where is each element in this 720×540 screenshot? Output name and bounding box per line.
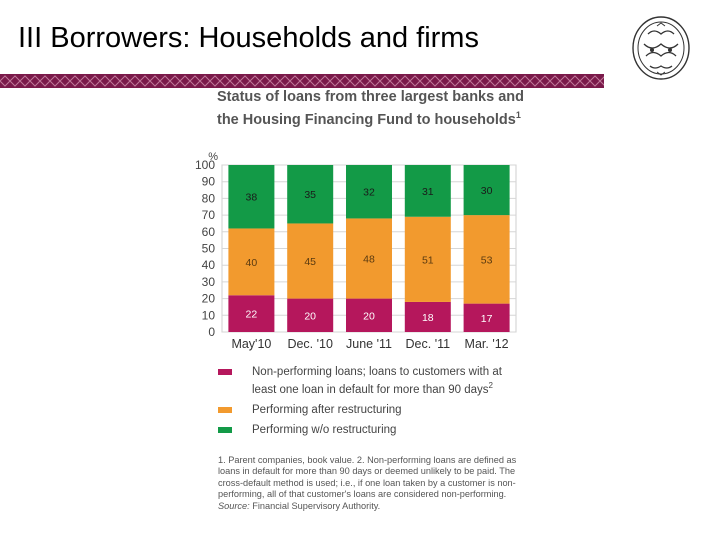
data-label-npl: 17	[481, 313, 493, 325]
legend-label-restructured: Performing after restructuring	[252, 403, 402, 416]
chart-footnote: 1. Parent companies, book value. 2. Non-…	[218, 455, 518, 512]
bar-restructured	[463, 215, 510, 304]
chart-canvas: 0 10 20 30 40 50 60 70 80 90 100% 22 40 38 May'10 20 45 3…	[195, 151, 517, 351]
legend-label-npl-line2: least one loan in default for more than …	[252, 383, 489, 396]
footnote-text: 1. Parent companies, book value. 2. Non-…	[218, 455, 517, 500]
data-label-npl: 20	[363, 310, 375, 322]
chart-title-line2-text: the Housing Financing Fund to households	[217, 111, 516, 128]
bar-restructured	[346, 218, 392, 299]
footnote-source-label: Source:	[218, 500, 250, 511]
legend-swatch-norestructure	[218, 426, 232, 433]
legend-item-npl: Non-performing loans; loans to customers…	[218, 366, 548, 397]
title-divider	[0, 74, 604, 88]
y-tick-label: 100	[195, 158, 215, 172]
chart-title: Status of loans from three largest banks…	[217, 88, 524, 129]
chart-title-note: 1	[515, 110, 521, 120]
legend-swatch-npl	[218, 369, 232, 375]
footnote-source-text: Financial Supervisory Authority.	[252, 500, 381, 511]
bar-npl	[287, 298, 334, 332]
chart-title-line2: the Housing Financing Fund to households…	[217, 106, 524, 129]
x-tick-label: Dec. '11	[406, 337, 451, 351]
y-tick-label: 30	[202, 275, 216, 289]
bar-npl	[346, 298, 392, 332]
bar-npl	[404, 301, 451, 332]
x-tick-label: Mar. '12	[465, 337, 509, 351]
bar-restructured	[228, 228, 275, 296]
legend-note-npl: 2	[488, 381, 493, 390]
y-tick-label: 20	[202, 292, 216, 306]
data-label-restructured: 53	[481, 254, 493, 266]
footnote-source: Source: Financial Supervisory Authority.	[218, 501, 518, 512]
stacked-bar-chart: 0 10 20 30 40 50 60 70 80 90 100% 22 40 38 May'10 20 45 3…	[188, 145, 528, 365]
y-tick-label: 50	[202, 242, 216, 256]
data-label-norestructure: 30	[481, 185, 493, 197]
data-label-npl: 22	[246, 309, 258, 321]
data-label-npl: 20	[304, 310, 316, 322]
x-tick-label: June '11	[346, 337, 392, 351]
y-tick-label: 70	[202, 208, 216, 222]
data-label-norestructure: 32	[363, 187, 375, 199]
y-tick-label: 80	[202, 191, 216, 205]
data-label-norestructure: 35	[304, 189, 316, 201]
y-tick-label: 40	[202, 258, 216, 272]
data-label-restructured: 51	[422, 254, 434, 266]
y-tick-label: 10	[202, 308, 216, 322]
slide-title: III Borrowers: Households and firms	[18, 22, 479, 54]
bar-npl	[463, 303, 510, 332]
data-label-norestructure: 31	[422, 186, 434, 198]
bar-restructured	[404, 216, 451, 302]
y-tick-label: 60	[202, 225, 216, 239]
data-label-npl: 18	[422, 312, 434, 324]
bar-restructured	[287, 223, 334, 299]
x-tick-label: Dec. '10	[287, 337, 333, 351]
data-label-restructured: 48	[363, 254, 375, 266]
legend-item-norestructure: Performing w/o restructuring	[218, 424, 548, 437]
bar-norestructure	[287, 165, 334, 224]
y-tick-label: 90	[202, 175, 216, 189]
y-axis-label: %	[208, 151, 218, 163]
legend-swatch-restructured	[218, 406, 232, 413]
chart-title-line1: Status of loans from three largest banks…	[217, 89, 524, 105]
bar-norestructure	[346, 165, 392, 219]
legend-label-npl-line1: Non-performing loans; loans to customers…	[252, 366, 502, 378]
data-label-restructured: 40	[246, 257, 258, 269]
seal-logo-icon	[630, 14, 692, 82]
chart-legend: Non-performing loans; loans to customers…	[218, 366, 548, 444]
legend-label-norestructure: Performing w/o restructuring	[252, 423, 397, 436]
bar-norestructure	[228, 165, 275, 229]
bar-norestructure	[404, 165, 451, 217]
bar-npl	[228, 295, 275, 332]
legend-item-restructured: Performing after restructuring	[218, 404, 548, 417]
data-label-norestructure: 38	[246, 192, 258, 204]
bar-norestructure	[463, 165, 510, 216]
x-tick-label: May'10	[231, 337, 271, 351]
data-label-restructured: 45	[304, 256, 316, 268]
y-tick-label: 0	[208, 325, 215, 339]
